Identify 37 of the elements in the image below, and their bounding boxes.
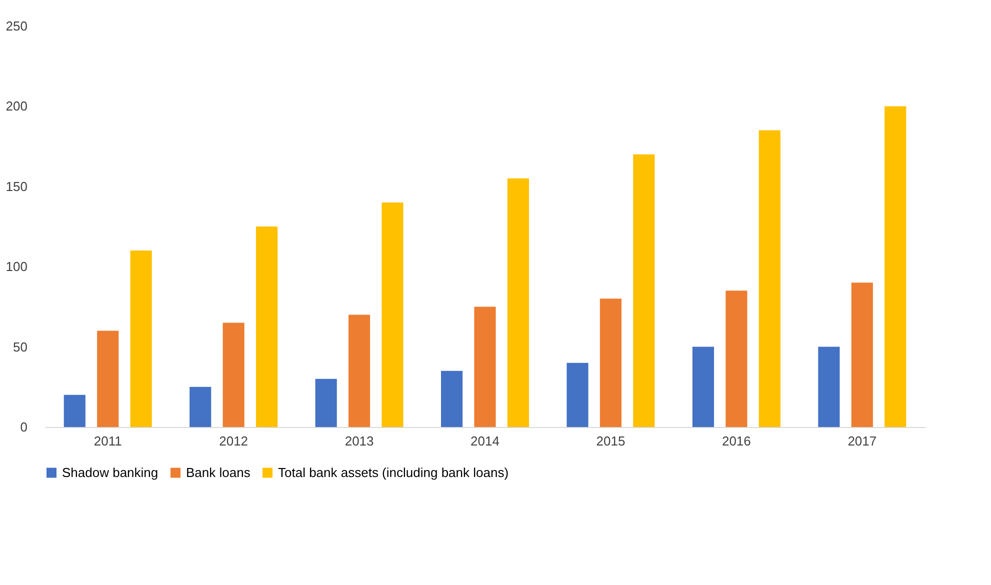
bar	[190, 386, 212, 427]
bar	[474, 306, 496, 427]
bar	[348, 314, 370, 427]
legend-label: Bank loans	[186, 464, 251, 480]
y-tick-label: 200	[6, 98, 28, 114]
bar	[441, 370, 463, 427]
x-tick-label: 2016	[722, 434, 751, 448]
x-tick-label: 2017	[848, 434, 877, 448]
bar	[382, 202, 404, 427]
x-tick-label: 2013	[344, 434, 374, 448]
bar	[726, 290, 748, 427]
y-tick-label: 50	[13, 339, 28, 354]
bar	[222, 322, 244, 427]
x-tick-label: 2015	[596, 434, 626, 448]
bar	[818, 346, 840, 427]
bar	[692, 346, 714, 427]
x-tick-label: 2012	[219, 434, 248, 448]
bar	[851, 282, 873, 427]
bar	[884, 106, 906, 427]
y-tick-label: 250	[6, 18, 28, 34]
x-tick-label: 2011	[94, 434, 122, 448]
y-tick-label: 0	[20, 420, 28, 434]
bar	[633, 154, 655, 427]
x-tick-label: 2014	[470, 434, 500, 448]
bar	[130, 250, 152, 427]
bar	[507, 178, 529, 427]
legend-label: Total bank assets (including bank loans)	[278, 464, 509, 480]
bar	[600, 298, 622, 427]
bar	[97, 330, 119, 427]
bar	[256, 226, 278, 427]
bar	[566, 362, 588, 427]
legend-label: Shadow banking	[62, 464, 158, 480]
bar	[315, 378, 337, 427]
bar	[758, 130, 780, 427]
y-tick-label: 150	[6, 178, 28, 194]
bar	[64, 394, 86, 427]
y-tick-label: 100	[6, 259, 28, 274]
